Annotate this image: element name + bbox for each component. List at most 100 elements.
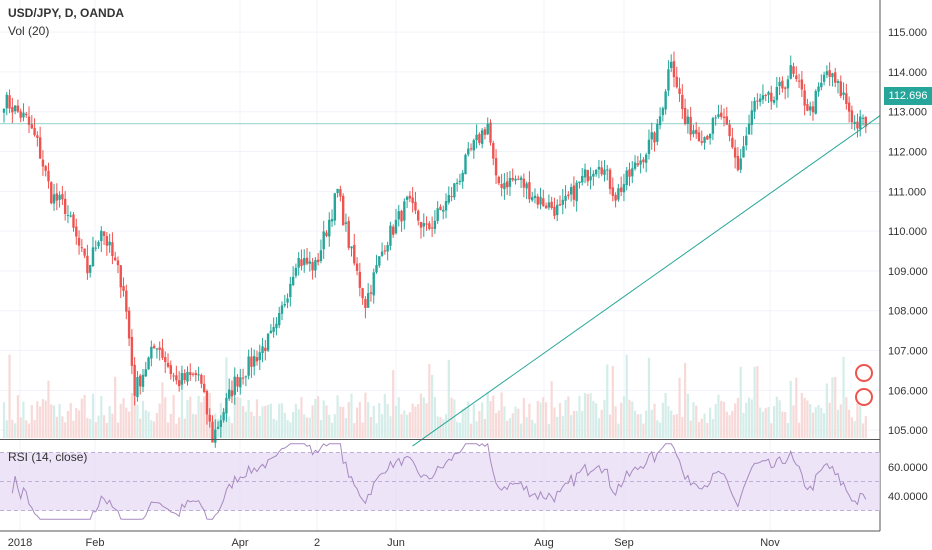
volume-bar [16, 395, 19, 438]
candle-body [341, 195, 345, 226]
volume-bar [464, 407, 467, 438]
volume-bar [845, 397, 848, 438]
candle-body [169, 365, 172, 374]
volume-bar [697, 422, 701, 438]
volume-bar [836, 409, 840, 438]
time-tick-label: Feb [86, 537, 105, 549]
candle-body [508, 177, 512, 187]
candle-body [503, 182, 506, 190]
candle-body [380, 251, 384, 256]
volume-bar [422, 397, 425, 438]
candle-body [408, 195, 412, 199]
volume-bar [736, 397, 740, 438]
gridlines [0, 0, 880, 531]
candle-body [91, 247, 95, 267]
rsi-band [0, 452, 880, 511]
price-tick-label: 110.000 [888, 226, 927, 238]
candle-body [447, 195, 450, 203]
candle-body [453, 183, 456, 198]
candle-body [336, 188, 339, 194]
candle-body [839, 81, 842, 96]
volume-bar [11, 419, 14, 438]
candle-body [725, 116, 728, 125]
candle-body [378, 256, 381, 266]
volume-bar [344, 418, 348, 438]
volume-bar [250, 411, 253, 438]
candle-body [775, 86, 779, 101]
candle-body [742, 146, 745, 158]
candle-body [480, 130, 484, 144]
volume-bar [859, 405, 862, 438]
candle-body [36, 135, 39, 138]
volume-bar [750, 399, 753, 438]
volume-bar [2, 402, 6, 438]
candle-body [230, 390, 234, 397]
candle-body [614, 194, 617, 201]
volume-bar [447, 359, 450, 438]
candle-body [444, 201, 448, 211]
time-tick-label: Aug [534, 537, 554, 549]
volume-bar [425, 403, 428, 438]
candle-body [842, 92, 845, 95]
volume-bar [311, 405, 314, 438]
volume-bar [764, 408, 767, 438]
candle-body [670, 61, 673, 69]
candle-body [227, 389, 231, 399]
volume-bar [778, 400, 781, 438]
candle-body [214, 429, 217, 443]
candle-body [383, 250, 387, 252]
price-tick-label: 115.000 [888, 27, 927, 39]
volume-bar [506, 420, 509, 438]
volume-bar [166, 422, 170, 438]
volume-bar [197, 395, 200, 438]
candle-body [814, 91, 817, 114]
candle-body [25, 113, 28, 116]
candle-body [544, 205, 548, 209]
candle-body [47, 171, 50, 182]
volume-bar [689, 420, 692, 438]
volume-bar [592, 401, 595, 438]
candle-body [289, 283, 292, 298]
candle-body [208, 414, 211, 422]
volume-bar [547, 423, 550, 438]
volume-bar [369, 417, 373, 438]
candle-body [622, 184, 626, 193]
candle-body [58, 194, 61, 200]
candle-body [30, 124, 33, 129]
candle-body [52, 194, 56, 204]
candle-body [695, 129, 698, 134]
volume-bar [141, 400, 145, 438]
candle-body [592, 173, 595, 177]
event-marker [855, 388, 873, 406]
candle-body [517, 178, 520, 180]
volume-bar [58, 403, 61, 438]
candle-body [191, 373, 195, 375]
volume-bar [620, 402, 623, 438]
candle-body [314, 260, 317, 271]
volume-bar [533, 423, 537, 438]
volume-bar [183, 418, 186, 438]
candle-body [439, 206, 442, 211]
candle-body [672, 61, 676, 78]
price-tick-label: 107.000 [888, 346, 928, 358]
candle-body [542, 198, 545, 207]
volume-bar [39, 406, 42, 438]
candle-body [417, 210, 420, 221]
candle-body [425, 223, 428, 225]
volume-bar [617, 423, 620, 438]
volume-bar [286, 419, 289, 438]
candle-body [556, 204, 559, 216]
candle-body [472, 140, 476, 151]
volume-bar [289, 422, 292, 438]
candle-body [589, 176, 592, 181]
volume-bar [303, 414, 306, 438]
candle-body [647, 139, 651, 154]
candle-body [706, 135, 709, 140]
candle-body [125, 290, 128, 312]
candle-body [88, 265, 92, 273]
volume-bar [522, 397, 525, 438]
volume-bar [595, 403, 598, 438]
candle-body [550, 201, 553, 209]
volume-bar [350, 393, 353, 438]
